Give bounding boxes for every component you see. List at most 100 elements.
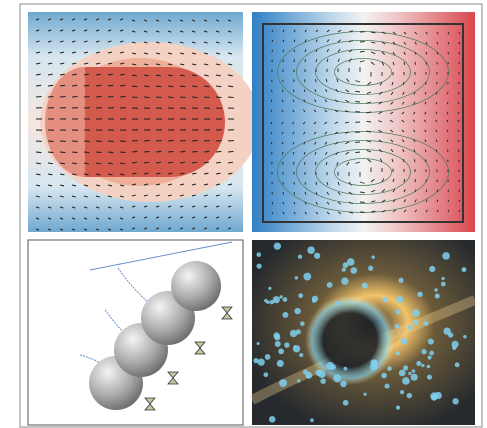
arrow: [424, 149, 427, 153]
arrow: [293, 29, 296, 33]
arrow: [203, 96, 210, 99]
arrow: [179, 41, 184, 44]
particle: [278, 348, 284, 355]
arrow: [107, 206, 112, 209]
arrow: [47, 228, 52, 231]
arrow: [326, 29, 330, 33]
arrow: [435, 129, 438, 133]
arrow: [143, 194, 148, 197]
arrow: [95, 18, 100, 21]
arrow: [227, 96, 234, 99]
arrow: [167, 194, 172, 197]
arrow: [281, 141, 284, 145]
arrow: [119, 195, 124, 198]
arrow: [131, 52, 136, 55]
streamline: [334, 58, 392, 86]
arrow: [381, 41, 386, 45]
arrow: [155, 205, 160, 208]
arrow: [325, 88, 328, 93]
arrow: [47, 217, 52, 220]
arrow: [303, 89, 306, 93]
particle: [402, 377, 410, 385]
hourglasses: [144, 306, 233, 411]
arrow: [167, 85, 174, 88]
arrow: [227, 227, 232, 230]
arrow: [315, 59, 318, 63]
arrow: [315, 29, 319, 33]
particle: [403, 365, 409, 371]
arrow: [71, 51, 76, 54]
arrow: [403, 41, 407, 45]
arrow: [191, 227, 196, 230]
disc-shape: [45, 67, 85, 177]
vector-field: [270, 29, 461, 215]
arrow: [83, 73, 89, 76]
arrow: [95, 29, 100, 32]
arrow: [392, 41, 396, 45]
arrow: [59, 62, 65, 65]
arrow: [83, 173, 89, 176]
arrow: [355, 80, 361, 83]
arrow: [282, 49, 285, 53]
arrow: [167, 227, 172, 230]
arrow: [271, 211, 274, 215]
arrow: [119, 184, 125, 187]
arrow: [59, 162, 66, 165]
arrow: [401, 129, 405, 133]
arrow: [314, 99, 317, 103]
arrow: [370, 31, 376, 34]
arrow: [293, 211, 296, 215]
arrow: [227, 216, 232, 219]
arrow: [425, 209, 428, 213]
arrow: [447, 91, 449, 95]
arrow: [366, 149, 372, 153]
particle: [307, 246, 315, 254]
arrow: [107, 95, 114, 98]
arrow: [446, 101, 449, 105]
particle: [452, 345, 457, 350]
arrow: [155, 216, 160, 219]
arrow: [435, 91, 438, 95]
arrow: [119, 217, 124, 220]
arrow: [191, 52, 196, 55]
arrow: [303, 131, 306, 135]
arrow: [370, 200, 376, 203]
arrow: [293, 49, 296, 53]
arrow: [447, 41, 450, 45]
arrow: [47, 162, 54, 165]
particle: [398, 277, 404, 283]
arrow: [381, 199, 386, 203]
particle: [443, 327, 451, 335]
arrow: [414, 189, 417, 193]
arrow: [35, 40, 40, 43]
arrow: [227, 41, 232, 44]
arrow: [227, 63, 233, 66]
arrow: [403, 31, 407, 35]
arrow: [131, 96, 138, 99]
arrow: [325, 151, 328, 156]
panel-spheres: [27, 239, 244, 426]
particle: [297, 379, 301, 383]
arrow: [359, 50, 365, 53]
arrow: [131, 227, 136, 230]
arrow: [281, 121, 284, 125]
arrow: [59, 40, 64, 43]
arrow: [71, 18, 76, 21]
arrow: [167, 52, 172, 55]
arrow: [59, 184, 65, 187]
arrow: [378, 101, 383, 105]
arrow: [71, 173, 77, 176]
arrow: [179, 227, 184, 230]
arrow: [381, 51, 386, 55]
particle: [343, 366, 348, 371]
particle: [434, 288, 438, 292]
arrow: [203, 194, 208, 197]
arrow: [292, 89, 295, 93]
particle: [313, 252, 321, 259]
arrow: [35, 195, 40, 198]
arrow: [191, 85, 198, 88]
arrow: [304, 211, 307, 215]
arrow: [389, 129, 394, 133]
particle: [399, 390, 405, 395]
arrow: [131, 30, 136, 33]
